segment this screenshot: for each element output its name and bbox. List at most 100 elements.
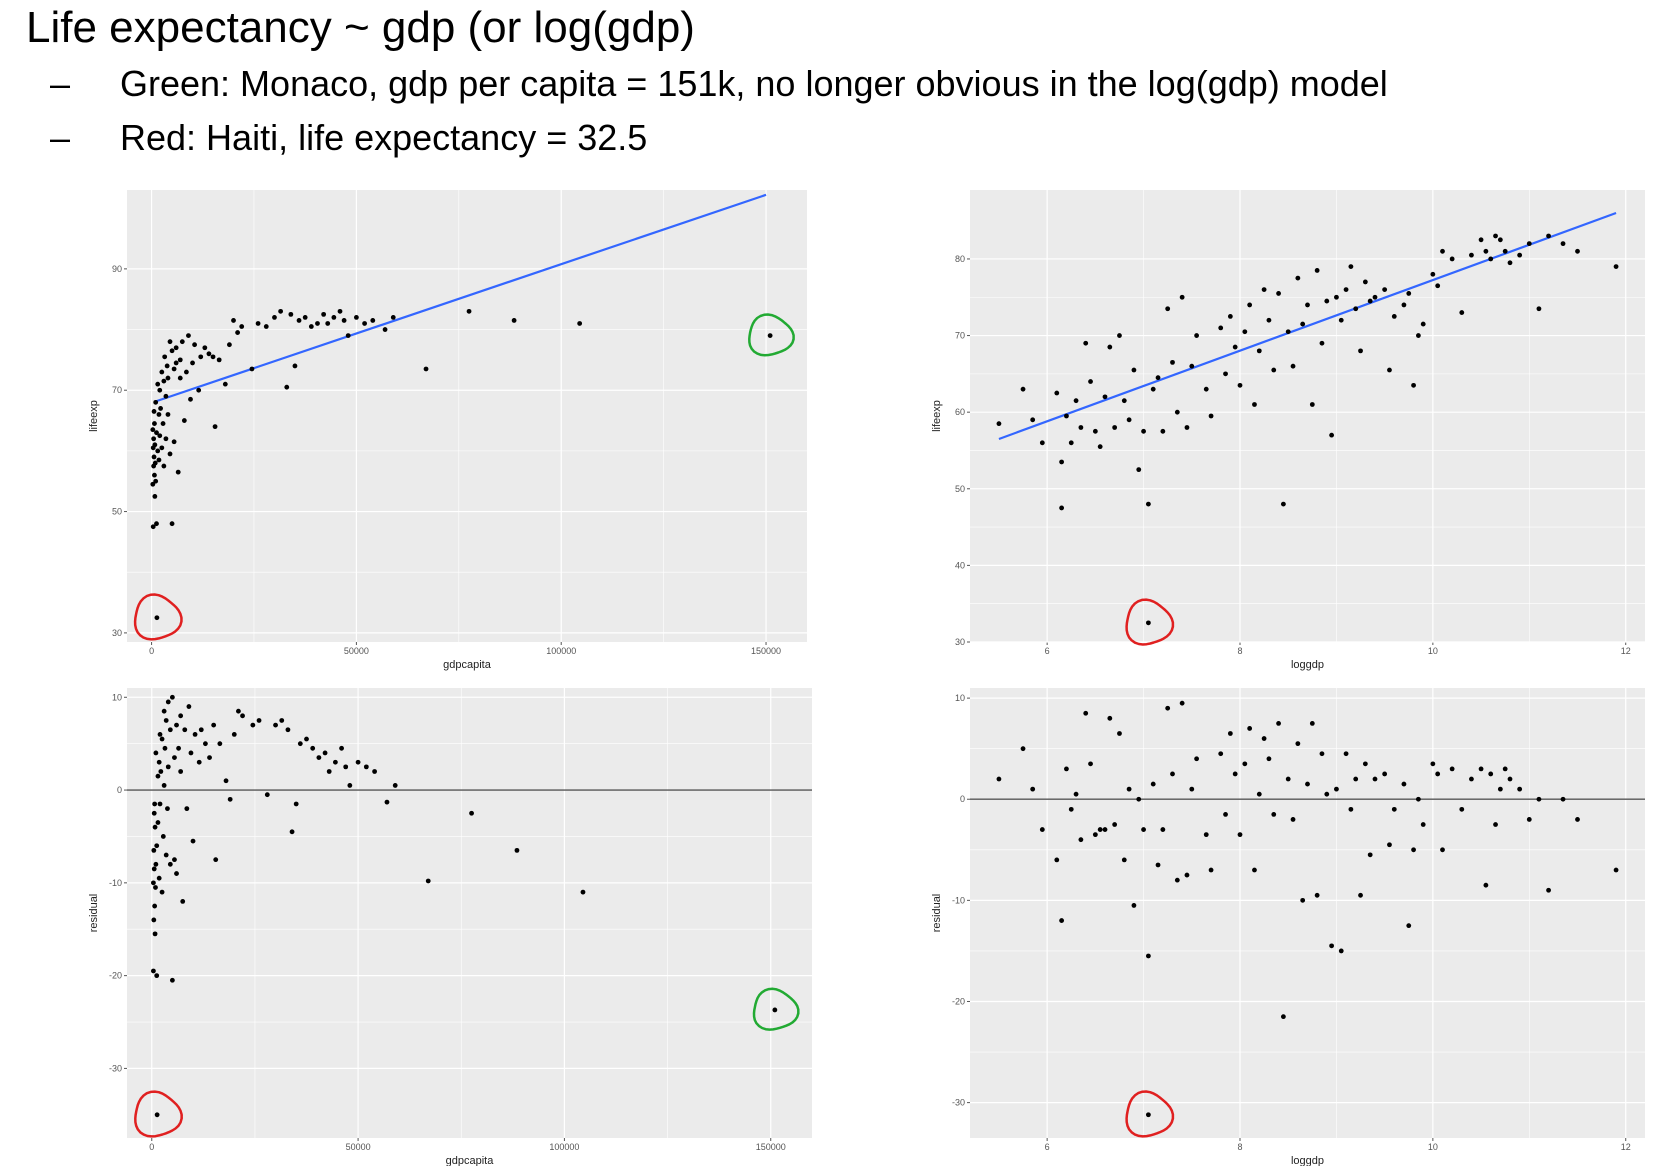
data-point: [239, 324, 245, 329]
data-point: [1145, 501, 1151, 507]
data-point: [1324, 298, 1330, 304]
data-point: [151, 454, 157, 460]
y-tick-label: 10: [955, 693, 965, 703]
data-point: [1073, 398, 1079, 404]
data-point: [1536, 306, 1542, 312]
x-tick-label: 0: [149, 646, 154, 656]
data-point: [308, 324, 314, 329]
data-point: [231, 318, 236, 323]
data-point: [165, 806, 170, 812]
data-point: [171, 439, 177, 445]
data-point: [222, 381, 228, 387]
data-point: [1343, 287, 1349, 292]
data-point: [315, 321, 320, 326]
data-point: [1488, 256, 1494, 262]
data-point: [171, 366, 177, 372]
data-point: [1382, 771, 1388, 777]
data-point: [158, 769, 164, 774]
data-point: [151, 409, 157, 414]
data-point: [1256, 348, 1262, 354]
bullet-haiti: – Red: Haiti, life expectancy = 32.5: [50, 116, 647, 160]
data-point: [1078, 837, 1084, 843]
data-point: [153, 478, 159, 484]
data-point: [1155, 375, 1161, 381]
data-point: [159, 445, 165, 451]
data-point: [353, 315, 359, 320]
data-point: [1088, 761, 1093, 767]
data-point: [150, 445, 156, 451]
data-point: [1526, 241, 1532, 247]
data-point: [1155, 862, 1161, 868]
data-point: [183, 369, 189, 375]
data-point: [1382, 287, 1388, 292]
data-point: [153, 861, 159, 867]
data-point: [188, 396, 193, 402]
x-tick-label: 0: [149, 1142, 154, 1152]
data-point: [345, 333, 351, 339]
data-point: [1348, 264, 1354, 270]
data-point: [1064, 413, 1069, 419]
x-tick-label: 10: [1428, 646, 1438, 656]
data-point: [1261, 287, 1267, 292]
y-tick-label: -30: [109, 1063, 122, 1073]
y-tick-label: 80: [955, 254, 965, 264]
data-point: [1546, 233, 1551, 239]
data-point: [1449, 766, 1455, 772]
data-point: [1117, 731, 1122, 736]
data-point: [1179, 294, 1185, 300]
data-point: [1391, 314, 1397, 319]
data-point: [1189, 786, 1195, 792]
data-point: [1459, 310, 1465, 315]
data-point: [347, 783, 353, 788]
data-point: [1068, 440, 1074, 446]
data-point: [1184, 872, 1190, 878]
data-point: [1613, 264, 1619, 270]
data-point: [217, 741, 223, 747]
data-point: [154, 843, 160, 849]
data-point: [1309, 402, 1315, 407]
data-point: [162, 354, 168, 360]
data-point: [211, 722, 217, 728]
x-tick-label: 8: [1237, 1142, 1242, 1152]
data-point: [996, 776, 1002, 782]
data-point: [264, 792, 270, 798]
data-point: [1526, 817, 1532, 822]
data-point: [1449, 256, 1455, 262]
data-point: [1218, 325, 1224, 331]
data-point: [1020, 386, 1026, 392]
data-point: [179, 339, 185, 345]
data-point: [1097, 827, 1103, 832]
data-point: [169, 521, 175, 527]
bullet-dash: –: [50, 63, 71, 104]
data-point: [1252, 867, 1257, 873]
data-point: [1314, 892, 1320, 898]
data-point: [1237, 382, 1243, 388]
data-point: [996, 421, 1002, 427]
data-point: [1073, 791, 1079, 797]
y-axis-label: lifeexp: [931, 400, 943, 432]
data-point: [216, 357, 222, 363]
data-point: [236, 708, 241, 714]
data-point: [1517, 786, 1523, 792]
data-point: [1194, 756, 1200, 762]
bullet-monaco: – Green: Monaco, gdp per capita = 151k, n…: [50, 62, 1388, 106]
data-point: [1401, 302, 1407, 308]
data-point: [172, 857, 177, 863]
data-point: [165, 412, 171, 417]
data-point: [363, 764, 369, 770]
data-point: [1478, 766, 1484, 772]
data-point: [1150, 386, 1156, 392]
data-point: [169, 694, 175, 700]
data-point: [1560, 241, 1566, 247]
data-point: [292, 363, 298, 369]
data-point: [1338, 317, 1344, 323]
data-point: [392, 783, 398, 788]
data-point: [153, 750, 159, 756]
plot-panel: [127, 190, 807, 642]
data-point: [1353, 306, 1359, 312]
data-point: [150, 524, 156, 530]
data-point: [1092, 832, 1098, 838]
y-tick-label: 30: [955, 637, 965, 647]
data-point: [1271, 812, 1277, 817]
data-point: [164, 363, 170, 369]
